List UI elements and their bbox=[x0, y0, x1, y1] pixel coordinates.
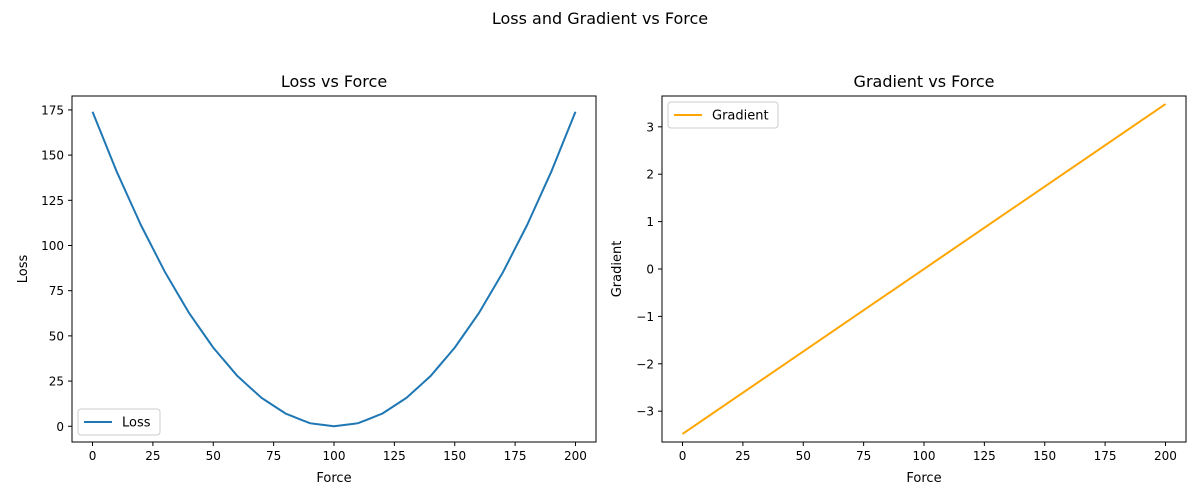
loss-y-tick-label: 25 bbox=[49, 375, 64, 389]
gradient-y-tick-label: −3 bbox=[636, 405, 654, 419]
loss-x-tick-label: 0 bbox=[89, 449, 97, 463]
loss-x-ticks: 0 25 50 75 100 125 150 175 200 bbox=[89, 442, 587, 463]
loss-x-tick-label: 50 bbox=[206, 449, 221, 463]
gradient-x-tick-label: 0 bbox=[679, 449, 687, 463]
loss-chart-title: Loss vs Force bbox=[281, 72, 387, 91]
figure-suptitle: Loss and Gradient vs Force bbox=[492, 9, 708, 28]
loss-chart: Loss vs Force Force Loss 0 25 50 75 100 125 15… bbox=[16, 72, 597, 486]
gradient-x-tick-label: 25 bbox=[735, 449, 750, 463]
gradient-x-tick-label: 75 bbox=[856, 449, 871, 463]
gradient-x-tick-label: 125 bbox=[973, 449, 996, 463]
loss-legend-box bbox=[77, 408, 161, 436]
gradient-x-tick-label: 175 bbox=[1094, 449, 1117, 463]
loss-x-tick-label: 175 bbox=[504, 449, 527, 463]
loss-x-tick-label: 75 bbox=[266, 449, 281, 463]
loss-x-tick-label: 25 bbox=[145, 449, 160, 463]
gradient-chart: Gradient vs Force Force Gradient 0 25 50 75… bbox=[610, 72, 1187, 486]
loss-y-axis-label: Loss bbox=[16, 255, 31, 284]
loss-y-tick-label: 50 bbox=[49, 329, 64, 343]
gradient-x-tick-label: 50 bbox=[796, 449, 811, 463]
loss-y-tick-label: 100 bbox=[41, 239, 64, 253]
loss-y-tick-label: 75 bbox=[49, 284, 64, 298]
gradient-y-ticks: −3 −2 −1 0 1 2 3 bbox=[636, 120, 662, 419]
gradient-y-tick-label: 3 bbox=[646, 120, 654, 134]
loss-series-line bbox=[91, 111, 577, 428]
gradient-y-tick-label: −2 bbox=[636, 357, 654, 371]
gradient-y-tick-label: 2 bbox=[646, 168, 654, 182]
loss-y-tick-label: 125 bbox=[41, 194, 64, 208]
gradient-legend: Gradient bbox=[667, 101, 779, 129]
loss-plot-frame bbox=[71, 95, 597, 443]
loss-x-tick-label: 125 bbox=[383, 449, 406, 463]
gradient-legend-label: Gradient bbox=[712, 109, 769, 124]
gradient-x-axis-label: Force bbox=[906, 471, 941, 486]
loss-legend-label: Loss bbox=[122, 416, 151, 431]
loss-x-tick-label: 100 bbox=[323, 449, 346, 463]
gradient-chart-title: Gradient vs Force bbox=[854, 72, 995, 91]
gradient-y-tick-label: 1 bbox=[646, 215, 654, 229]
gradient-y-tick-label: −1 bbox=[636, 310, 654, 324]
loss-x-tick-label: 150 bbox=[443, 449, 466, 463]
gradient-x-tick-label: 200 bbox=[1154, 449, 1177, 463]
gradient-x-tick-label: 150 bbox=[1033, 449, 1056, 463]
loss-y-tick-label: 150 bbox=[41, 149, 64, 163]
gradient-legend-box bbox=[667, 101, 779, 129]
gradient-x-ticks: 0 25 50 75 100 125 150 175 200 bbox=[679, 442, 1177, 463]
loss-x-tick-label: 200 bbox=[564, 449, 587, 463]
gradient-series-line bbox=[681, 103, 1167, 435]
loss-y-ticks: 0 25 50 75 100 125 150 175 bbox=[41, 103, 72, 434]
loss-y-tick-label: 0 bbox=[56, 420, 64, 434]
loss-legend: Loss bbox=[77, 408, 161, 436]
gradient-y-tick-label: 0 bbox=[646, 263, 654, 277]
gradient-x-tick-label: 100 bbox=[913, 449, 936, 463]
gradient-y-axis-label: Gradient bbox=[610, 241, 625, 298]
loss-x-axis-label: Force bbox=[316, 471, 351, 486]
loss-y-tick-label: 175 bbox=[41, 103, 64, 117]
